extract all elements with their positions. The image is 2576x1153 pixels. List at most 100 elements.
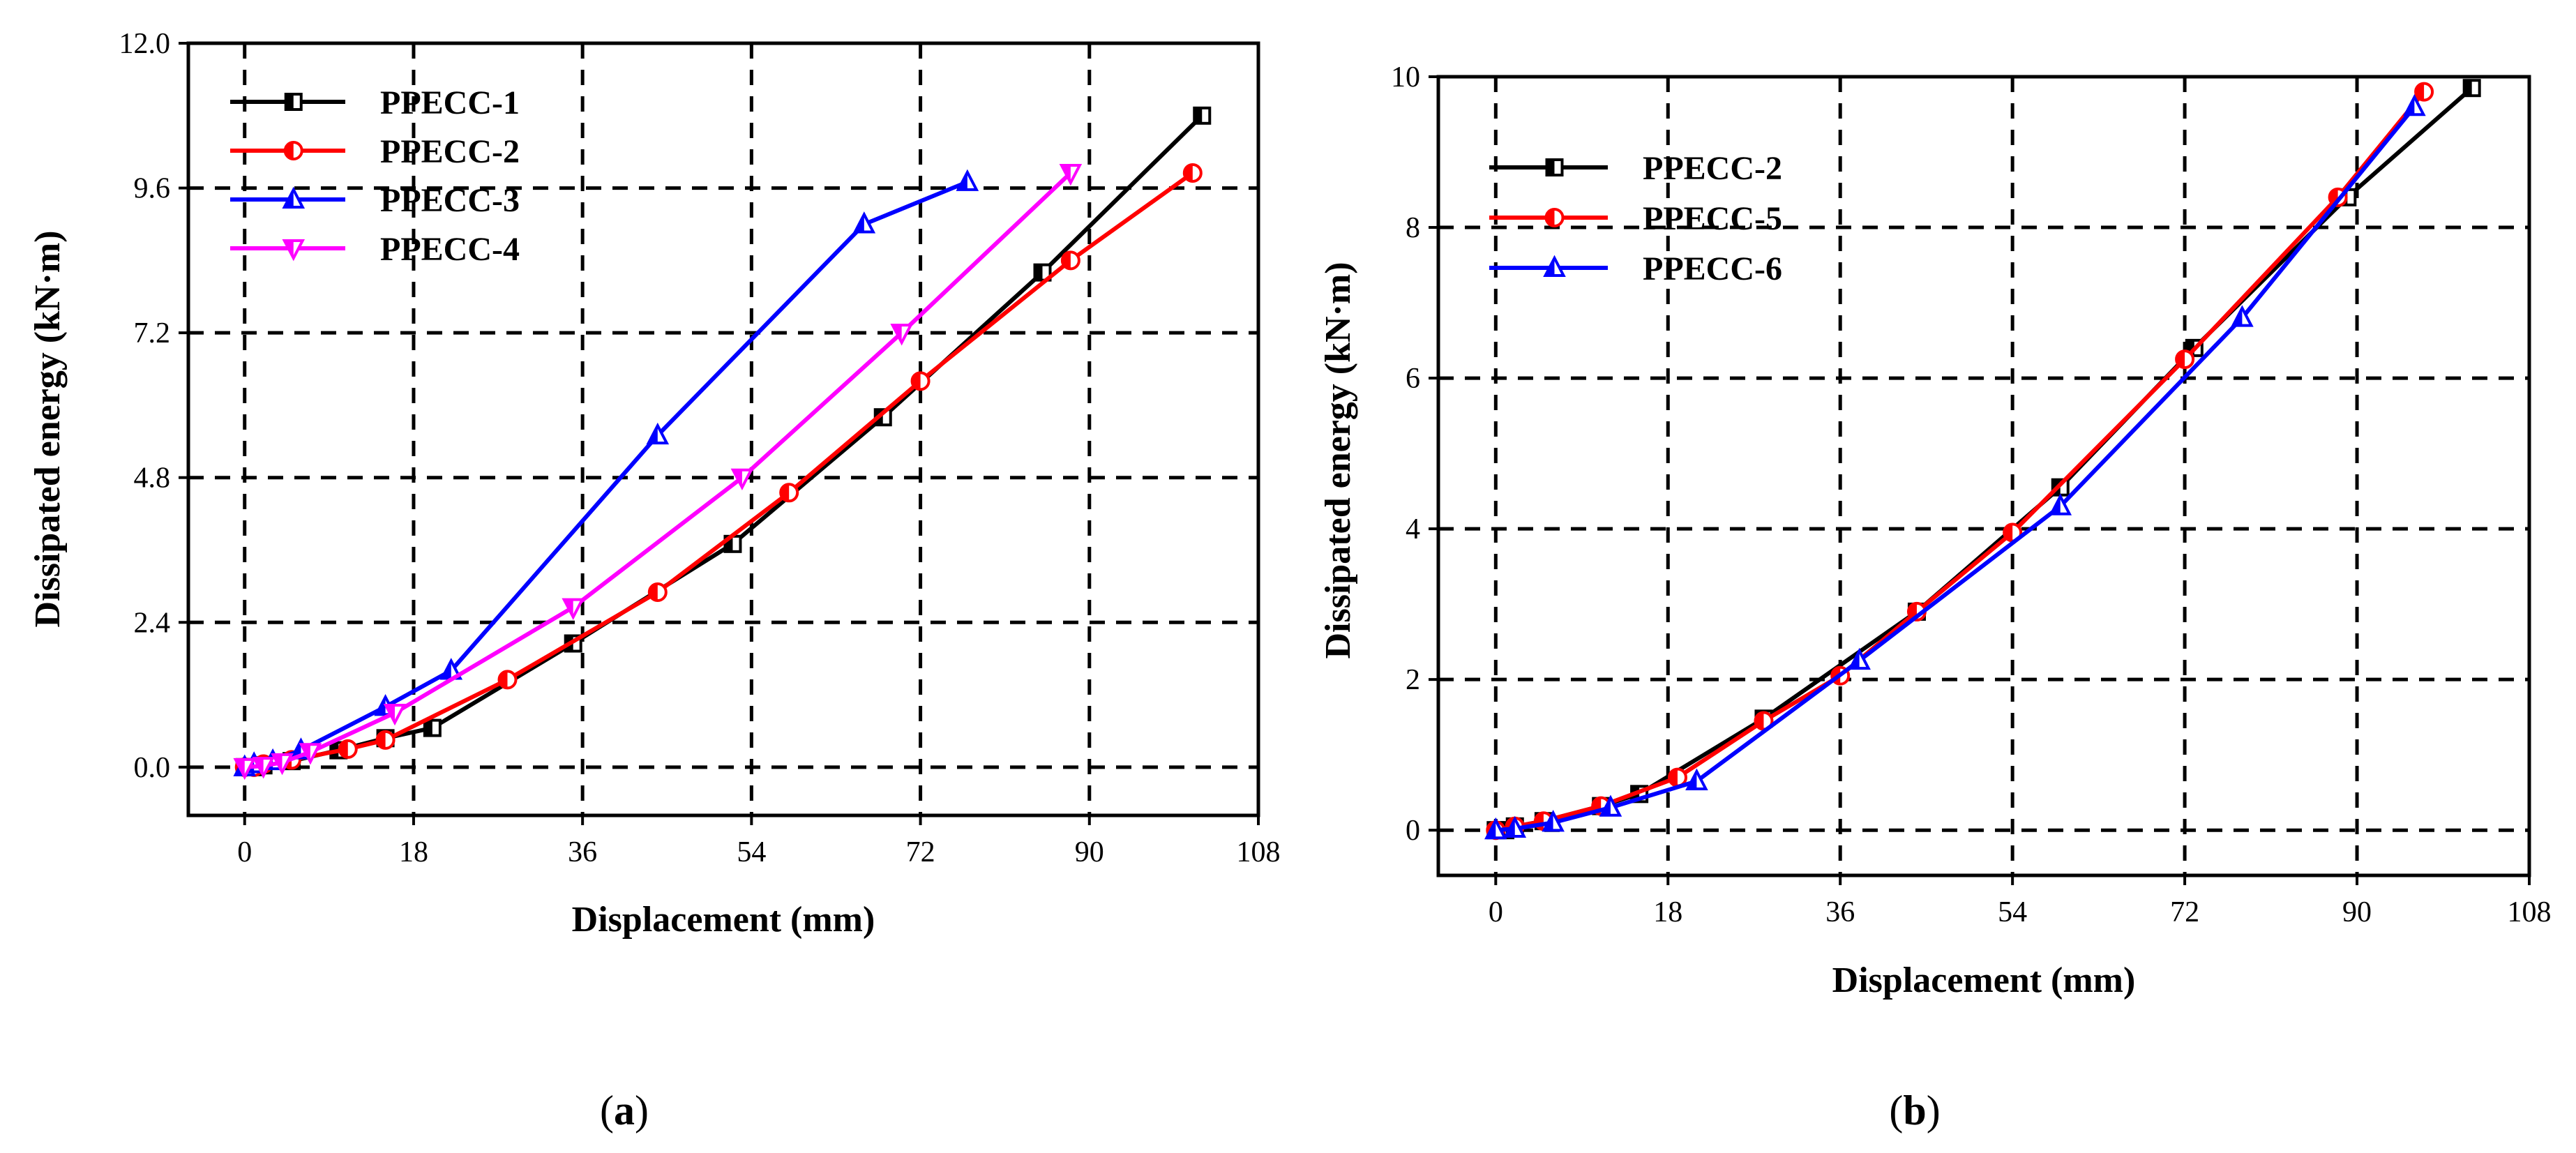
chart-b-y-tick-label: 8 [1406,212,1420,244]
chart-b-point-ppecc-6-half [2051,496,2061,514]
chart-a-x-tick-label: 108 [1237,836,1281,868]
chart-b-x-tick-label: 108 [2508,896,2552,928]
chart-a-point-ppecc-2-half [499,671,508,688]
chart-b-y-tick-label: 0 [1406,815,1420,847]
chart-a-point-ppecc-2-half [377,731,386,748]
chart-b-point-ppecc-6-half [2233,308,2243,326]
chart-b-x-axis-label: Displacement (mm) [1832,960,2136,1000]
chart-a-x-tick-label: 72 [906,836,935,868]
chart-a-legend-marker-ppecc-2-half [285,142,294,159]
chart-a-x-tick-label: 18 [399,836,428,868]
chart-b-series [1484,79,2481,841]
chart-a-legend-marker-ppecc-4-half [284,241,294,258]
chart-b-point-ppecc-6-half [2405,97,2415,115]
chart-a-legend-label-ppecc-3: PPECC-3 [380,182,520,219]
chart-b-point-ppecc-5-half [1755,712,1764,730]
chart-a-legend-label-ppecc-2: PPECC-2 [380,133,520,170]
chart-b-legend-marker-ppecc-6-half [1545,258,1555,276]
chart-b-y-tick-label: 2 [1406,664,1420,696]
chart-a-point-ppecc-2-half [781,484,790,502]
chart-a-x-tick-label: 90 [1075,836,1104,868]
chart-a-y-tick-label: 9.6 [134,173,171,205]
chart-b-point-ppecc-6-half [1687,771,1697,789]
chart-a-x-axis-label: Displacement (mm) [572,900,875,940]
chart-b-legend: PPECC-2 PPECC-5 PPECC-6 [1489,150,1782,287]
chart-b-point-ppecc-2-half [2186,340,2194,356]
chart-a-point-ppecc-4-half [892,325,902,343]
chart-a-point-ppecc-1-half [1034,264,1043,280]
chart-b-y-tick-label: 4 [1406,513,1420,545]
chart-a-point-ppecc-4-half [1061,165,1071,183]
chart-b-point-ppecc-5-half [2004,524,2013,541]
chart-a-point-ppecc-1-half [424,720,432,736]
chart-a-legend-marker-ppecc-3-half [284,190,294,207]
chart-a-plot-frame [186,41,1260,817]
chart-b-point-ppecc-6-half [1505,819,1515,837]
chart-a-point-ppecc-3-half [958,172,967,190]
chart-b-line-ppecc-6 [1496,105,2416,833]
chart-a-grid [188,43,1258,815]
chart-b-caption: (b) [1889,1087,1940,1133]
chart-b-legend-label-ppecc-5: PPECC-5 [1643,200,1782,237]
chart-a-point-ppecc-4-half [386,704,396,723]
chart-a-y-tick-label: 7.2 [134,317,171,349]
chart-a-series [233,106,1212,781]
chart-a-x-tick-label: 36 [568,836,597,868]
chart-b-legend-label-ppecc-2: PPECC-2 [1643,150,1782,187]
chart-b-point-ppecc-2-half [2464,80,2472,96]
chart-a-point-ppecc-1-half [725,536,733,552]
chart-b-point-ppecc-5-half [2176,351,2185,368]
chart-a-legend-label-ppecc-4: PPECC-4 [380,231,520,268]
chart-a-caption: (a) [600,1087,649,1133]
chart-a-x-tick-label: 54 [737,836,766,868]
chart-a-legend-marker-ppecc-1-half [285,94,294,110]
chart-b-x-tick-label: 18 [1653,896,1682,928]
chart-b-line-ppecc-2 [1496,86,2473,833]
chart-b-y-axis-label: Dissipated energy (kN·m) [1318,262,1358,658]
chart-a-y-tick-label: 0.0 [134,752,171,784]
chart-b-x-ticks: 0 18 36 54 72 90 108 [1489,875,2552,928]
chart-b-x-tick-label: 36 [1825,896,1855,928]
chart-a-point-ppecc-4-half [301,744,310,762]
chart-b-x-tick-label: 0 [1489,896,1503,928]
chart-a-point-ppecc-3-half [292,740,301,758]
chart-b-point-ppecc-6-half [1544,813,1553,831]
chart-a-point-ppecc-4-half [235,759,245,777]
chart-b-legend-label-ppecc-6: PPECC-6 [1643,250,1782,287]
chart-a-point-ppecc-3-half [854,214,864,232]
chart-a-y-tick-label: 4.8 [134,462,171,495]
chart-a-point-ppecc-4-half [273,754,283,772]
chart-a-point-ppecc-3-half [648,425,658,444]
chart-a-point-ppecc-4-half [732,469,742,488]
chart-a-y-tick-label: 12.0 [119,28,171,60]
chart-a-point-ppecc-4-half [564,599,573,617]
chart-a-point-ppecc-2-half [649,584,658,601]
chart-a-point-ppecc-4-half [254,758,264,776]
chart-b-legend-marker-ppecc-5-half [1546,209,1555,226]
chart-a-caption-letter: a [614,1087,635,1133]
chart-a-legend-label-ppecc-1: PPECC-1 [380,84,520,121]
chart-a-y-axis-label: Dissipated energy (kN·m) [28,230,68,627]
chart-b-y-tick-label: 10 [1391,61,1420,93]
chart-a-point-ppecc-3-half [376,697,386,715]
chart-b-line-ppecc-5 [1495,90,2426,833]
chart-b-x-tick-label: 90 [2342,896,2372,928]
chart-a-point-ppecc-3-half [442,661,451,679]
chart-b-x-tick-label: 72 [2170,896,2199,928]
chart-b-caption-letter: b [1903,1087,1926,1133]
chart-b-point-ppecc-6-half [1850,651,1860,669]
chart-b-point-ppecc-5-half [1669,769,1678,786]
chart-b-x-tick-label: 54 [1998,896,2027,928]
chart-b-plot-frame [1436,75,2531,877]
chart-a-point-ppecc-2-half [1062,252,1071,269]
chart-a-point-ppecc-2-half [1184,164,1193,181]
chart-a-point-ppecc-1-half [1194,107,1203,123]
chart-b-grid [1438,77,2529,875]
chart-a-y-tick-label: 2.4 [134,607,171,639]
chart-a-legend: PPECC-1 PPECC-2 PPECC-3 PPECC-4 [230,84,520,268]
chart-b-point-ppecc-5-half [2416,83,2425,100]
chart-a-line-ppecc-4 [244,171,1072,769]
chart-a-x-tick-label: 0 [237,836,252,868]
